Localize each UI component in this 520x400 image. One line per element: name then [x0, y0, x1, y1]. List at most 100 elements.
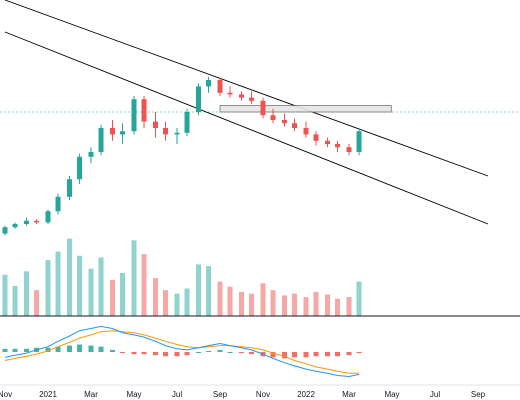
volume-bar — [206, 266, 212, 316]
candle-body — [2, 227, 8, 234]
candle-body — [12, 224, 18, 228]
candle-body — [325, 140, 330, 144]
macd-histogram-bar — [206, 350, 212, 352]
candle-body — [55, 196, 61, 212]
volume-bar — [260, 283, 266, 316]
macd-histogram-bar — [98, 346, 104, 352]
macd-histogram-bar — [196, 352, 201, 353]
volume-bar — [325, 294, 330, 316]
volume-bar — [239, 291, 244, 316]
macd-histogram-bar — [249, 352, 255, 355]
candle-body — [206, 80, 212, 87]
macd-panel — [2, 325, 362, 378]
macd-histogram-bar — [24, 348, 29, 352]
volume-bar — [131, 240, 137, 316]
candle-body — [217, 80, 223, 93]
candle-body — [45, 211, 51, 223]
macd-histogram-bar — [174, 352, 180, 357]
x-tick-label: Jul — [430, 390, 440, 399]
x-tick-label: Nov — [256, 390, 270, 399]
candle-body — [260, 100, 266, 116]
volume-bar — [120, 273, 126, 316]
candle-body — [120, 131, 126, 135]
x-tick-label: Jul — [172, 390, 182, 399]
volume-bar — [184, 288, 190, 316]
candle-body — [174, 132, 180, 135]
candle-body — [249, 97, 255, 101]
volume-panel — [2, 238, 362, 316]
price-panel — [0, 0, 520, 236]
candle-body — [67, 179, 72, 197]
x-tick-label: Sep — [213, 390, 228, 399]
candle-body — [303, 128, 309, 135]
volume-bar — [45, 260, 51, 316]
volume-bar — [77, 255, 83, 316]
volume-bar — [88, 268, 94, 316]
candle-body — [239, 94, 244, 98]
macd-histogram-bar — [131, 352, 137, 355]
macd-histogram-bar — [325, 352, 330, 357]
macd-histogram-bar — [227, 352, 233, 353]
macd-histogram-bar — [270, 352, 276, 358]
volume-bar — [110, 279, 115, 316]
x-tick-label: 2022 — [297, 390, 315, 399]
volume-bar — [2, 274, 8, 316]
candle-body — [141, 99, 147, 122]
macd-histogram-bar — [110, 349, 115, 352]
volume-bar — [356, 281, 362, 316]
x-axis: Nov 2021 Mar May Jul Sep Nov 2022 Mar May Jul Sep — [0, 390, 486, 399]
macd-histogram-bar — [77, 344, 83, 352]
macd-histogram-bar — [239, 352, 244, 354]
candle-body — [110, 128, 115, 135]
macd-histogram-bar — [55, 346, 61, 352]
candle-body — [163, 128, 169, 135]
price-zone[interactable] — [219, 105, 392, 113]
volume-bar — [55, 251, 61, 316]
candle-body — [98, 128, 104, 152]
macd-histogram-bar — [335, 352, 341, 357]
volume-bar — [174, 293, 180, 316]
candle-body — [282, 120, 287, 124]
volume-bar — [196, 264, 201, 316]
volume-bar — [217, 281, 223, 316]
macd-signal-line — [4, 330, 359, 374]
volume-bar — [335, 298, 341, 316]
candle-body — [34, 220, 40, 223]
candle-body — [77, 156, 83, 180]
candle-body — [88, 152, 94, 157]
trendline[interactable] — [4, 31, 489, 225]
macd-histogram-bar — [303, 352, 309, 358]
macd-histogram-bar — [163, 352, 169, 357]
volume-bar — [303, 297, 309, 316]
macd-histogram-bar — [346, 352, 352, 356]
x-tick-label: Sep — [471, 390, 486, 399]
candle-body — [313, 134, 319, 141]
volume-bar — [163, 290, 169, 316]
trendline[interactable] — [4, 0, 489, 177]
macd-histogram-bar — [184, 352, 190, 356]
volume-bar — [98, 257, 104, 316]
candle-body — [346, 147, 352, 152]
volume-bar — [67, 238, 72, 316]
volume-bar — [282, 295, 287, 316]
macd-histogram-bar — [356, 352, 362, 354]
candle-body — [196, 86, 201, 112]
volume-bar — [346, 297, 352, 316]
candle-body — [356, 131, 362, 152]
volume-bar — [270, 290, 276, 316]
volume-bar — [227, 286, 233, 316]
candle-body — [270, 115, 276, 120]
volume-bar — [292, 293, 298, 316]
macd-histogram-bar — [313, 352, 319, 357]
x-tick-label: May — [126, 390, 141, 399]
macd-histogram-bar — [12, 348, 18, 352]
x-tick-label: May — [384, 390, 399, 399]
volume-bar — [313, 291, 319, 316]
macd-histogram-bar — [120, 352, 126, 354]
volume-bar — [34, 290, 40, 316]
macd-histogram-bar — [292, 352, 298, 358]
x-tick-label: 2021 — [39, 390, 57, 399]
volume-bar — [153, 278, 158, 316]
x-tick-label: Mar — [342, 390, 356, 399]
